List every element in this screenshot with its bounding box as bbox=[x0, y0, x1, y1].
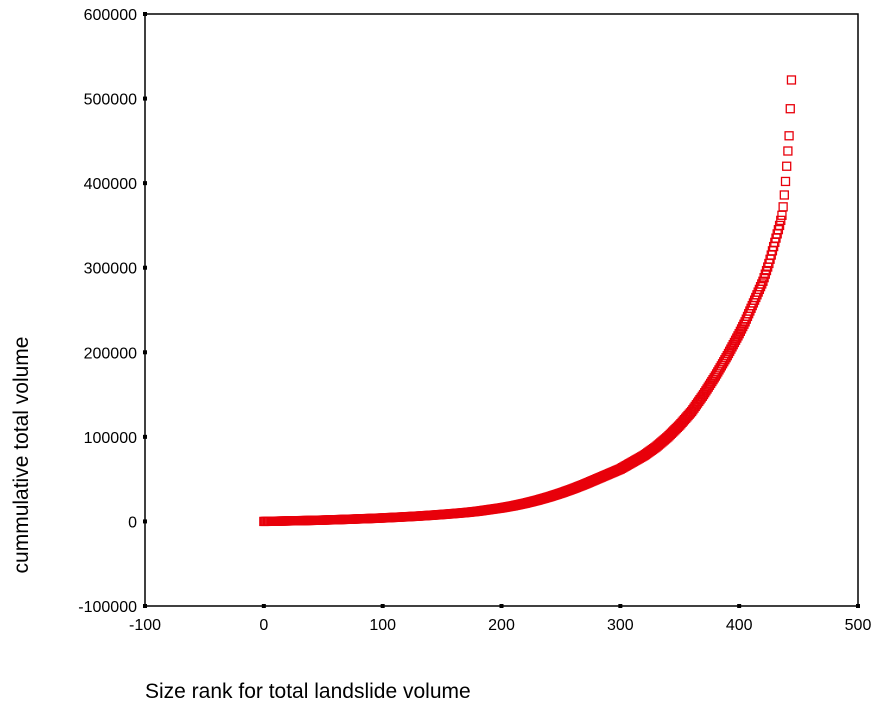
data-point bbox=[785, 104, 795, 114]
y-tick-mark bbox=[143, 350, 147, 355]
x-tick-label: 0 bbox=[259, 617, 268, 634]
data-point bbox=[780, 176, 791, 187]
y-tick-mark bbox=[143, 604, 147, 608]
y-tick-label: 600000 bbox=[84, 7, 137, 24]
y-axis-title: cummulative total volume bbox=[10, 337, 33, 574]
x-tick-label: 500 bbox=[845, 617, 872, 634]
data-point bbox=[778, 202, 788, 212]
y-tick-mark bbox=[143, 434, 147, 439]
data-point bbox=[755, 282, 766, 292]
x-tick-label: 400 bbox=[726, 617, 753, 634]
data-point bbox=[774, 220, 785, 231]
x-tick-label: 200 bbox=[488, 617, 515, 634]
y-tick-label: 100000 bbox=[84, 430, 137, 447]
data-point bbox=[779, 190, 789, 200]
x-tick-label: 100 bbox=[369, 617, 396, 634]
y-tick-mark bbox=[143, 12, 147, 16]
data-point bbox=[757, 279, 767, 289]
y-tick-mark bbox=[143, 96, 147, 101]
x-tick-mark bbox=[380, 604, 385, 608]
x-tick-mark bbox=[618, 604, 623, 608]
y-tick-mark bbox=[143, 181, 147, 186]
data-point bbox=[786, 75, 797, 85]
x-tick-mark bbox=[737, 604, 742, 608]
data-point bbox=[782, 161, 792, 171]
y-tick-label: 200000 bbox=[84, 345, 137, 362]
y-tick-label: -100000 bbox=[78, 599, 137, 616]
x-axis: -100 0 100 200 300 400 500 bbox=[129, 604, 871, 634]
x-tick-label: -100 bbox=[129, 617, 161, 634]
y-tick-mark bbox=[143, 519, 147, 524]
y-tick-label: 300000 bbox=[84, 261, 137, 278]
data-point bbox=[784, 131, 794, 141]
x-axis-title: Size rank for total landslide volume bbox=[145, 680, 471, 703]
x-tick-mark bbox=[856, 604, 860, 608]
x-tick-mark bbox=[261, 604, 266, 608]
y-tick-label: 500000 bbox=[84, 92, 137, 109]
y-tick-mark bbox=[143, 265, 147, 270]
data-point bbox=[783, 146, 793, 156]
data-point bbox=[776, 215, 786, 226]
y-tick-label: 400000 bbox=[84, 176, 137, 193]
x-tick-mark bbox=[499, 604, 504, 608]
y-axis: -100000 0 100000 200000 300000 400000 500000 60… bbox=[78, 7, 147, 616]
x-tick-label: 300 bbox=[607, 617, 634, 634]
y-tick-label: 0 bbox=[128, 514, 137, 531]
data-points bbox=[259, 75, 797, 527]
